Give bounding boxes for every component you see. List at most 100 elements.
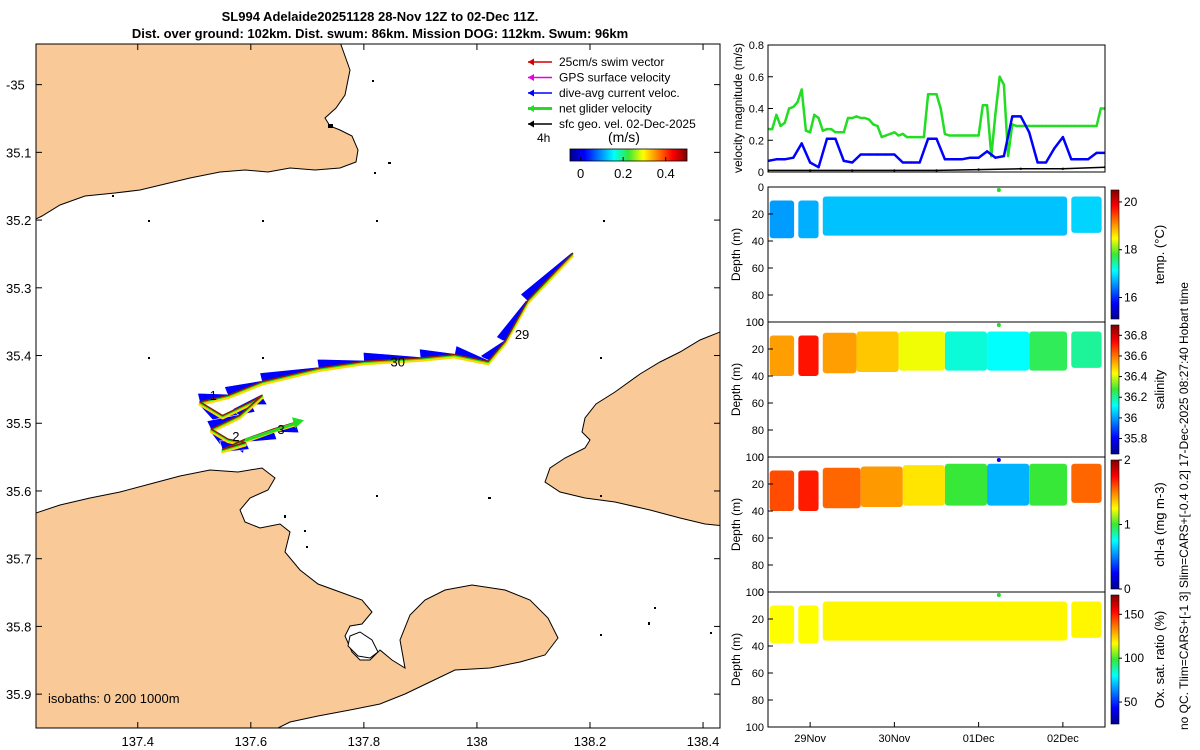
velocity-point bbox=[985, 104, 989, 107]
velocity-point bbox=[834, 131, 837, 134]
depth-tick-label: 40 bbox=[752, 371, 764, 383]
oxygen-panel: 0 20 40 60 80 100 Depth (m) 50 100 150 Ox. sat. ra… bbox=[729, 587, 1167, 745]
map-y-tick-label: 35.6 bbox=[6, 484, 31, 499]
velocity-point bbox=[926, 137, 930, 140]
velocity-point bbox=[1015, 124, 1018, 128]
depth-tick-label: 0 bbox=[758, 317, 764, 329]
colorbar-tick-label: 100 bbox=[1124, 651, 1144, 665]
panel-colorbar bbox=[1110, 324, 1120, 455]
legend-label: 25cm/s swim vector bbox=[559, 55, 664, 69]
colorbar-tick-label: 0 bbox=[1124, 582, 1131, 596]
legend-label: GPS surface velocity bbox=[559, 71, 670, 85]
profile-segment bbox=[798, 335, 819, 376]
velocity-point bbox=[926, 93, 930, 96]
depth-tick-label: 20 bbox=[752, 209, 764, 221]
velocity-point bbox=[1053, 146, 1056, 150]
velocity-point bbox=[876, 153, 879, 156]
day-label: 3 bbox=[277, 422, 284, 437]
velocity-point bbox=[846, 116, 850, 120]
profile-segment bbox=[1071, 601, 1102, 638]
profile-segment bbox=[987, 463, 1030, 506]
velocity-point bbox=[910, 161, 913, 164]
velocity-point bbox=[952, 158, 955, 161]
legend-arrowhead-geo bbox=[528, 120, 534, 128]
velocity-point bbox=[939, 107, 942, 110]
depth-tick-label: 60 bbox=[752, 263, 764, 275]
depth-tick-label: 20 bbox=[752, 479, 764, 491]
velocity-point bbox=[918, 135, 921, 139]
velocity-point bbox=[1019, 115, 1022, 118]
velocity-point bbox=[851, 116, 854, 120]
velocity-point bbox=[1002, 83, 1006, 86]
colorbar-label: temp. (°C) bbox=[1152, 225, 1167, 284]
depth-tick-label: 20 bbox=[752, 344, 764, 356]
colorbar-tick-label: 36.6 bbox=[1124, 349, 1148, 363]
net-velocity-arrow bbox=[244, 421, 297, 442]
depth-axis-label: Depth (m) bbox=[729, 498, 743, 551]
colorbar-tick-label: 50 bbox=[1124, 695, 1138, 709]
map-y-tick-label: 35.9 bbox=[6, 687, 31, 702]
speed-colorbar-tick-label: 0.4 bbox=[657, 166, 675, 181]
velocity-point bbox=[1078, 124, 1081, 128]
panel-colorbar bbox=[1110, 189, 1120, 320]
colorbar-tick-label: 150 bbox=[1124, 607, 1144, 621]
map-y-tick-label: 35.8 bbox=[6, 619, 31, 634]
profile-segment bbox=[822, 467, 861, 509]
depth-tick-label: 40 bbox=[752, 506, 764, 518]
day-label: 29 bbox=[515, 327, 529, 342]
profile-segment bbox=[1071, 463, 1102, 503]
velocity-point bbox=[1057, 124, 1060, 128]
legend-label: net glider velocity bbox=[559, 102, 652, 116]
velocity-point bbox=[1036, 124, 1039, 128]
depth-tick-label: 40 bbox=[752, 641, 764, 653]
map-land bbox=[36, 44, 720, 728]
velocity-point bbox=[956, 134, 959, 137]
velocity-point bbox=[771, 127, 774, 131]
colorbar-tick-label: 36 bbox=[1124, 411, 1138, 425]
profile-segment bbox=[798, 470, 819, 511]
velocity-point bbox=[783, 158, 787, 161]
profile-segment bbox=[1071, 196, 1102, 233]
velocity-point bbox=[981, 104, 985, 107]
depth-axis-label: Depth (m) bbox=[729, 363, 743, 416]
net-velocity-track bbox=[198, 254, 575, 454]
map-y-tick-label: 35.2 bbox=[6, 213, 31, 228]
velocity-point bbox=[897, 134, 900, 137]
velocity-point bbox=[931, 93, 934, 96]
velocity-point bbox=[808, 131, 812, 134]
day-labels: 29 30 1 2 3 bbox=[210, 327, 530, 444]
velocity-point bbox=[1040, 124, 1044, 128]
colorbar-tick-label: 16 bbox=[1124, 291, 1138, 305]
profile-segment bbox=[1029, 331, 1068, 371]
velocity-point bbox=[834, 137, 837, 140]
velocity-point bbox=[838, 131, 841, 134]
velocity-point bbox=[817, 166, 820, 169]
velocity-point bbox=[867, 118, 871, 121]
velocity-point bbox=[977, 134, 980, 137]
time-tick-label: 30Nov bbox=[878, 733, 910, 745]
velocity-point bbox=[1061, 167, 1065, 171]
velocity-point bbox=[851, 161, 854, 164]
colorbar-tick-label: 35.8 bbox=[1124, 432, 1148, 446]
map-frame bbox=[35, 43, 721, 729]
map-y-tick-label: 35.3 bbox=[6, 281, 31, 296]
depth-tick-label: 40 bbox=[752, 236, 764, 248]
velocity-point bbox=[829, 127, 833, 131]
velocity-point bbox=[943, 132, 947, 136]
panel-frame bbox=[767, 591, 1106, 728]
velocity-point bbox=[910, 135, 913, 139]
velocity-point bbox=[1044, 161, 1048, 164]
velocity-point bbox=[775, 158, 778, 161]
velocity-point bbox=[994, 156, 997, 159]
map-x-tick-label: 137.6 bbox=[235, 734, 268, 749]
velocity-point bbox=[952, 134, 955, 137]
velocity-point bbox=[1099, 107, 1102, 110]
velocity-point bbox=[969, 156, 972, 159]
velocity-point bbox=[893, 131, 896, 134]
velocity-point bbox=[783, 121, 787, 124]
velocity-point bbox=[994, 112, 997, 115]
velocity-frame bbox=[767, 44, 1106, 173]
velocity-point bbox=[872, 123, 875, 126]
map-x-tick-label: 137.8 bbox=[348, 734, 381, 749]
